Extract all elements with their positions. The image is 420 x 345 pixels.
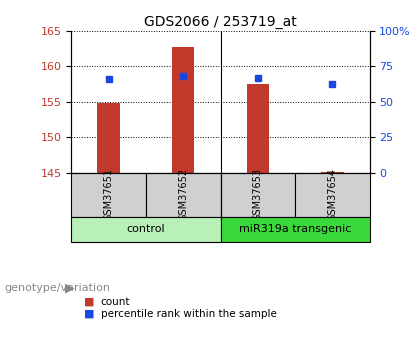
Text: GSM37653: GSM37653 [253, 168, 263, 220]
Text: percentile rank within the sample: percentile rank within the sample [101, 309, 277, 319]
Bar [97, 103, 120, 173]
Bar [146, 173, 220, 217]
Title: GDS2066 / 253719_at: GDS2066 / 253719_at [144, 14, 297, 29]
Text: count: count [101, 297, 130, 307]
Bar [71, 217, 220, 241]
Bar [220, 173, 295, 217]
Text: genotype/variation: genotype/variation [4, 283, 110, 293]
Text: ■: ■ [84, 309, 94, 319]
Bar [321, 172, 344, 173]
Text: GSM37651: GSM37651 [104, 168, 114, 220]
Text: miR319a transgenic: miR319a transgenic [239, 224, 351, 234]
Text: GSM37654: GSM37654 [327, 168, 337, 220]
Bar [295, 173, 370, 217]
Bar [220, 217, 370, 241]
Bar [71, 173, 146, 217]
Bar [247, 84, 269, 173]
Text: ■: ■ [84, 297, 94, 307]
Bar [172, 47, 194, 173]
Text: control: control [127, 224, 165, 234]
Text: ▶: ▶ [65, 282, 75, 295]
Text: GSM37652: GSM37652 [178, 168, 188, 221]
